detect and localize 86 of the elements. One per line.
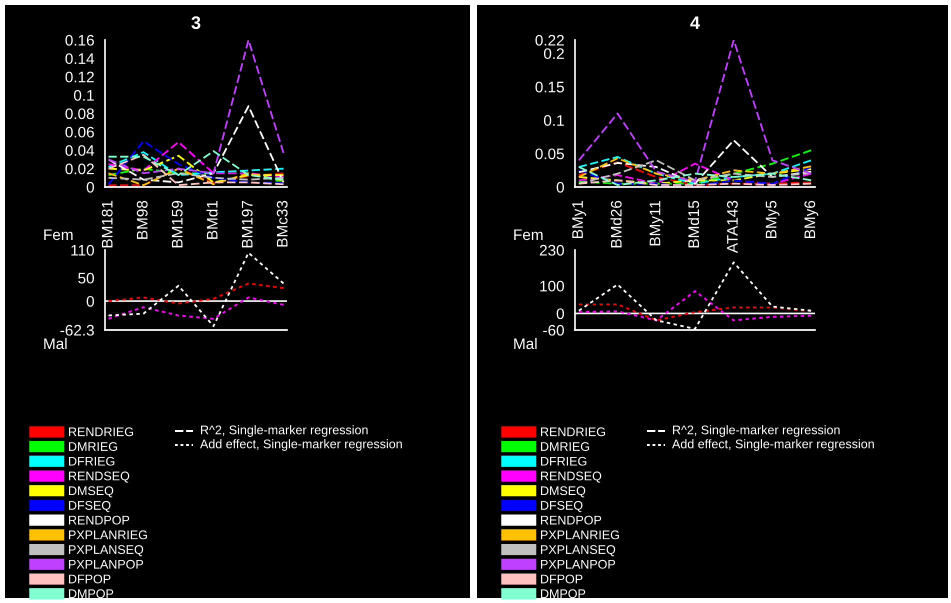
x-tick-label: BMy5 [766,200,780,238]
text: Add effect, Single-marker regression [200,439,402,451]
line-series [108,40,284,174]
legend-label: DFRIEG [69,456,114,466]
y-tick-label: 0.15 [535,82,564,92]
legend-label: DFRIEG [541,456,586,466]
x-tick-label: BMd26 [610,200,622,248]
legend-label: RENDSEQ [541,472,602,483]
y-tick-label: 0.02 [65,163,94,174]
line-series [108,282,284,304]
legend-label: RENDPOP [541,516,602,525]
legend-label: DFPOP [541,574,582,584]
y-tick-label: 0.2 [544,48,564,60]
legend-label: DMRIEG [541,442,590,451]
x-tick-label: ATA143 [726,200,738,254]
y-tick-label: 0.16 [65,34,94,46]
legend-label: DFSEQ [69,500,110,512]
legend-label: DFPOP [69,574,110,584]
legend-label: PXPLANPOP [541,560,616,569]
y-tick-label: 0 [556,182,564,193]
text: Add effect, Single-marker regression [672,439,874,451]
legend-label: PXPLANPOP [69,560,144,569]
line-series [578,40,812,183]
legend-label: DMPOP [541,589,586,598]
text: Fem [44,229,73,240]
y-tick-label: -60 [543,324,564,336]
x-tick-label: BM98 [136,200,148,239]
y-tick-label: 110 [71,244,94,256]
line-series [108,296,284,320]
line-series [578,149,812,185]
x-tick-label: BMd1 [206,200,218,239]
x-tick-label: BMd15 [688,200,700,248]
text: R^2, Single-marker regression [673,425,840,437]
legend-label: RENDSEQ [69,472,130,483]
y-tick-label: 0.1 [74,90,94,101]
chart-title: 4 [690,16,700,29]
y-tick-label: 50 [78,272,94,284]
legend-label: DMSEQ [541,486,586,498]
chart-title: 3 [191,16,200,30]
line-series [108,151,284,176]
line-series [108,168,284,186]
y-tick-label: 0 [556,308,564,320]
y-tick-label: 0.1 [544,115,564,126]
text: Fem [514,229,543,240]
y-tick-label: 230 [540,244,564,256]
y-tick-label: -62.3 [60,324,94,336]
legend-label: RENDPOP [69,516,130,525]
y-tick-label: 0 [86,296,94,307]
x-tick-label: BM181 [102,200,113,248]
y-tick-label: 0.04 [65,145,94,156]
legend-label: DMRIEG [69,442,118,451]
legend-label: DMPOP [69,589,114,598]
line-series [108,252,284,328]
legend-label: RENDRIEG [541,427,606,436]
x-tick-label: BMy1 [572,200,586,238]
text: Mal [44,338,67,350]
y-tick-label: 0 [86,182,94,193]
line-series [578,139,812,185]
line-series [578,290,812,322]
legend-label: PXPLANSEQ [69,545,144,556]
y-tick-label: 0.22 [535,34,564,46]
line-series [108,140,284,186]
line-series [578,303,812,322]
x-tick-label: BM197 [242,200,253,248]
legend-label: PXPLANSEQ [541,545,616,556]
line-series [108,141,284,178]
x-tick-label: BM159 [172,200,183,248]
x-tick-label: BMy11 [650,200,664,246]
legend-label: DFSEQ [541,500,582,512]
y-tick-label: 0.08 [65,108,94,120]
x-tick-label: BMc33 [276,200,288,246]
legend-label: DMSEQ [69,486,114,498]
y-tick-label: 100 [540,280,564,292]
line-series [578,262,812,330]
y-tick-label: 0.12 [65,72,94,82]
legend-label: PXPLANRIEG [541,530,619,540]
legend-label: PXPLANRIEG [69,530,147,540]
text: Mal [514,338,537,350]
line-series [108,150,284,181]
legend-label: RENDRIEG [69,427,134,436]
y-tick-label: 0.06 [65,126,94,138]
y-tick-label: 0.05 [535,148,564,160]
text: R^2, Single-marker regression [201,425,368,437]
y-tick-label: 0.14 [65,53,94,64]
x-tick-label: BMy6 [804,200,818,238]
line-series [108,105,284,184]
